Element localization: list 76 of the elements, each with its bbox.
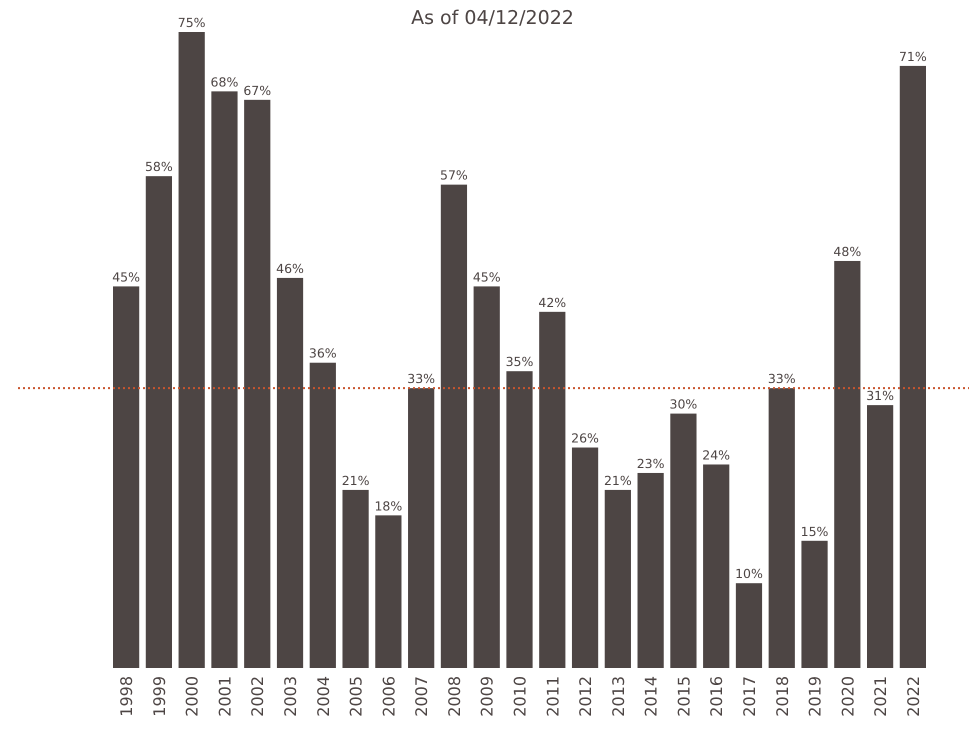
bar bbox=[703, 464, 730, 668]
data-label: 35% bbox=[506, 354, 534, 370]
bar bbox=[539, 312, 566, 668]
x-tick-label: 2010 bbox=[510, 676, 530, 717]
data-label: 67% bbox=[243, 82, 272, 98]
x-tick-label: 2019 bbox=[806, 676, 825, 717]
bar bbox=[474, 286, 500, 668]
bar bbox=[178, 32, 205, 668]
bar bbox=[408, 388, 434, 668]
x-tick-label: 2012 bbox=[576, 676, 596, 717]
bar bbox=[146, 176, 172, 668]
x-tick-label: 2002 bbox=[248, 676, 268, 717]
bar bbox=[834, 260, 860, 668]
x-tick-label: 2000 bbox=[182, 676, 202, 717]
data-label: 45% bbox=[112, 269, 140, 284]
data-label: 26% bbox=[571, 430, 600, 446]
x-tick-label: 2017 bbox=[740, 676, 759, 717]
x-tick-label: 2006 bbox=[379, 676, 398, 717]
data-label: 15% bbox=[800, 524, 829, 539]
x-tick-label: 2020 bbox=[838, 676, 858, 717]
data-label: 33% bbox=[407, 371, 436, 386]
bar bbox=[604, 490, 631, 668]
x-tick-label: 2014 bbox=[642, 676, 661, 717]
data-label: 18% bbox=[374, 498, 402, 514]
data-label: 71% bbox=[898, 48, 927, 64]
x-tick-label: 2009 bbox=[478, 676, 497, 717]
bar bbox=[375, 515, 402, 668]
data-label: 10% bbox=[735, 566, 763, 582]
x-tick-label: 2001 bbox=[215, 676, 234, 717]
x-tick-label: 2016 bbox=[707, 676, 726, 717]
bar bbox=[670, 414, 697, 668]
x-tick-label: 2011 bbox=[543, 676, 562, 717]
data-label: 42% bbox=[538, 294, 566, 310]
data-label: 46% bbox=[276, 260, 304, 276]
x-tick-label: 1998 bbox=[117, 676, 136, 717]
bar bbox=[276, 278, 304, 668]
bar bbox=[638, 472, 664, 668]
x-tick-label: 2013 bbox=[608, 676, 628, 717]
data-label: 21% bbox=[604, 472, 632, 488]
bar bbox=[506, 371, 533, 668]
bar bbox=[440, 184, 468, 668]
bar bbox=[342, 490, 369, 668]
x-tick-label: 2003 bbox=[281, 676, 300, 717]
chart-title: As of 04/12/2022 bbox=[411, 7, 574, 29]
data-label: 24% bbox=[702, 447, 730, 462]
bar bbox=[572, 448, 598, 668]
data-label: 33% bbox=[768, 371, 796, 386]
x-tick-label: 2005 bbox=[346, 676, 366, 717]
data-label: 36% bbox=[308, 346, 337, 361]
x-tick-label: 2004 bbox=[314, 676, 333, 717]
data-label: 48% bbox=[833, 244, 862, 259]
data-label: 45% bbox=[472, 269, 501, 284]
data-label: 23% bbox=[636, 456, 665, 471]
bar bbox=[211, 91, 238, 668]
bar bbox=[310, 362, 336, 668]
data-label: 75% bbox=[178, 15, 206, 30]
bar bbox=[801, 540, 828, 668]
x-tick-label: 1999 bbox=[150, 676, 169, 717]
x-tick-label: 2021 bbox=[871, 676, 890, 717]
bar bbox=[244, 100, 270, 668]
data-label: 31% bbox=[866, 388, 894, 404]
data-label: 58% bbox=[144, 159, 173, 174]
data-label: 57% bbox=[440, 168, 468, 183]
data-label: 68% bbox=[210, 74, 238, 90]
x-tick-label: 2015 bbox=[674, 676, 694, 717]
x-tick-label: 2018 bbox=[772, 676, 792, 717]
bar bbox=[866, 405, 894, 668]
bar bbox=[736, 583, 762, 668]
bar bbox=[768, 388, 795, 668]
x-tick-label: 2007 bbox=[412, 676, 432, 717]
data-label: 30% bbox=[670, 396, 698, 412]
x-tick-label: 2022 bbox=[904, 676, 923, 717]
x-tick-label: 2008 bbox=[444, 676, 464, 717]
bar bbox=[900, 66, 926, 668]
data-label: 21% bbox=[342, 472, 370, 488]
bar bbox=[113, 286, 140, 668]
